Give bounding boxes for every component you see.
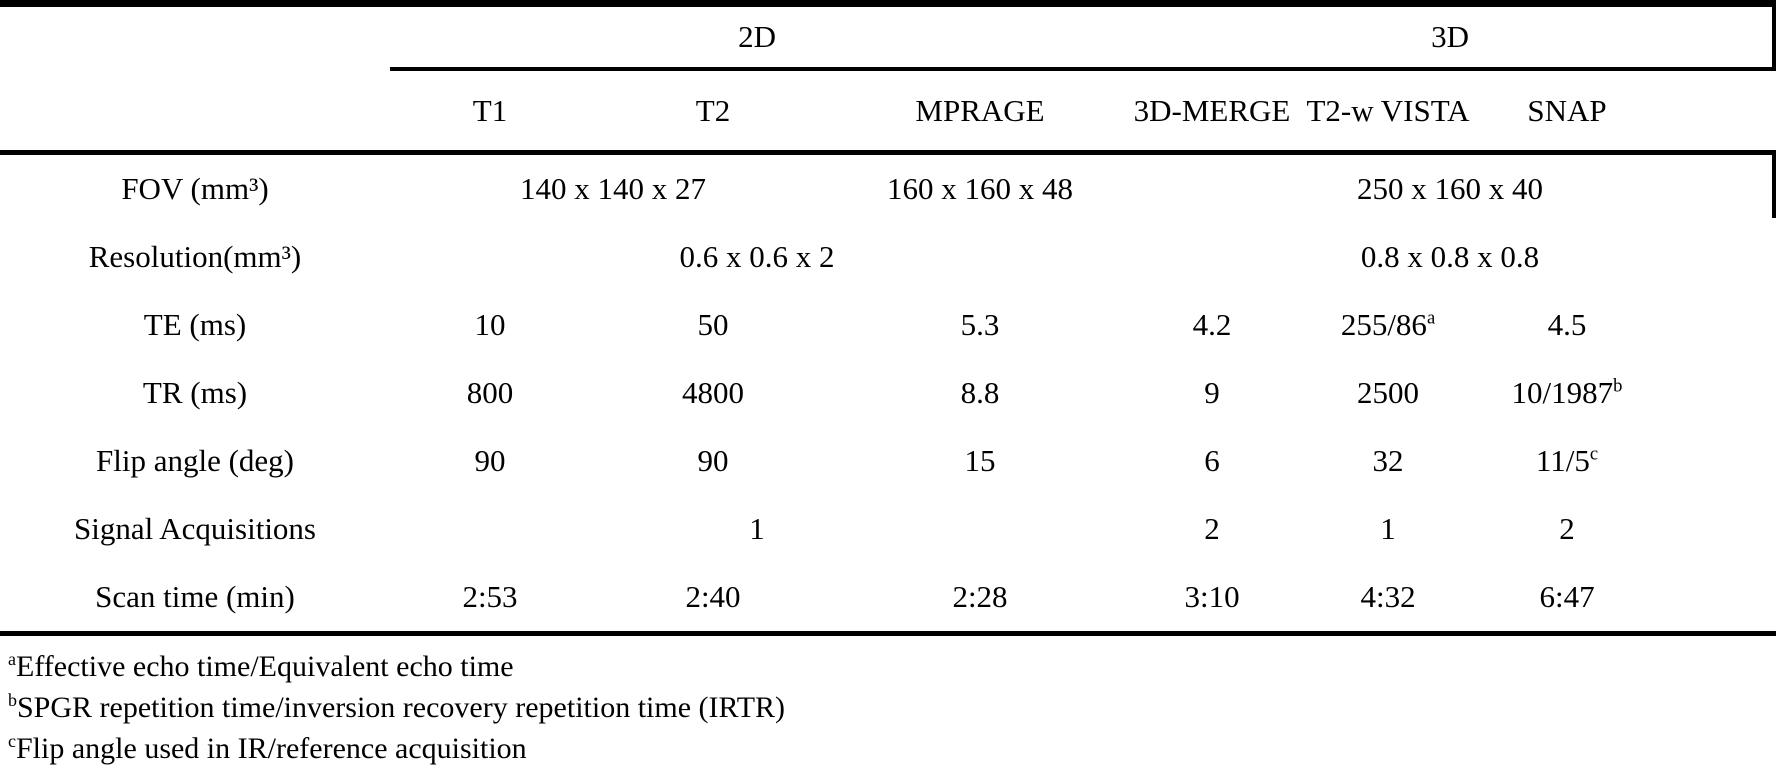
footnote-marker-c: c	[1589, 443, 1599, 465]
group-header-2d: 2D	[390, 0, 1125, 71]
table-right-border-fragment	[1772, 4, 1776, 68]
column-header-t2w-vista: T2-w VISTA	[1300, 69, 1477, 155]
table-cell: 2	[1559, 511, 1575, 546]
column-header-snap: SNAP	[1476, 69, 1659, 155]
table-cell-spacer	[1658, 359, 1776, 427]
footnote-a-text: Effective echo time/Equivalent echo time	[16, 650, 514, 683]
footnote-marker-a: a	[1426, 307, 1436, 329]
row-label: Flip angle (deg)	[95, 443, 294, 478]
table-cell: 4800	[682, 375, 744, 410]
table-cell: 6:47	[1476, 563, 1659, 636]
table-cell: 160 x 160 x 48	[887, 171, 1073, 206]
table-cell-spacer	[1658, 427, 1776, 495]
table-cell-spacer	[1658, 495, 1776, 563]
table-cell: 90	[697, 443, 729, 478]
table-row-tr: TR (ms) 800 4800 8.8 9 2500 10/1987b	[0, 359, 1776, 427]
table-cell: 4.5	[1547, 307, 1587, 342]
table-cell: 0.6 x 0.6 x 2	[679, 239, 835, 274]
table-cell: 250 x 160 x 40	[1357, 171, 1544, 206]
table-cell: 1	[1380, 511, 1396, 546]
footnote-marker-b: b	[1613, 375, 1623, 397]
row-label: Signal Acquisitions	[74, 511, 316, 546]
group-header-row: 2D 3D	[0, 0, 1776, 71]
row-label: TR (ms)	[142, 375, 248, 410]
table-row-flip-angle: Flip angle (deg) 90 90 15 6 32 11/5c	[0, 427, 1776, 495]
column-header-spacer	[0, 69, 390, 155]
table-footnotes: aEffective echo time/Equivalent echo tim…	[0, 636, 1776, 769]
table-row-signal-acquisitions: Signal Acquisitions 1 2 1 2	[0, 495, 1776, 563]
table-cell: 8.8	[960, 375, 1000, 410]
group-header-spacer	[0, 0, 390, 69]
column-header-3d-merge: 3D-MERGE	[1124, 69, 1301, 155]
table-cell-spacer	[1658, 291, 1776, 359]
table-right-border-fragment	[1772, 150, 1776, 218]
table-cell: 9	[1204, 375, 1220, 410]
column-header-mprage: MPRAGE	[836, 69, 1125, 155]
table-cell: 2:28	[836, 563, 1125, 636]
table-row-fov: FOV (mm³) 140 x 140 x 27 160 x 160 x 48 …	[0, 153, 1776, 224]
footnote-b-text: SPGR repetition time/inversion recovery …	[17, 691, 786, 724]
mri-parameters-table: 2D 3D T1 T2 MPRAGE 3D-MERGE T2-w VISTA S…	[0, 0, 1776, 636]
table-cell: 0.8 x 0.8 x 0.8	[1360, 239, 1540, 274]
table-cell: 2:53	[390, 563, 590, 636]
table-cell: 4:32	[1300, 563, 1477, 636]
footnote-c: cFlip angle used in IR/reference acquisi…	[8, 728, 1776, 769]
footnote-a-marker: a	[8, 649, 16, 669]
row-label: Scan time (min)	[0, 563, 390, 636]
column-header-t2: T2	[590, 69, 836, 155]
table-cell-spacer	[1658, 563, 1776, 636]
footnote-c-marker: c	[8, 731, 16, 751]
table-cell: 2500	[1357, 375, 1420, 410]
table-cell: 140 x 140 x 27	[520, 171, 706, 206]
table-cell: 3:10	[1124, 563, 1301, 636]
row-label: TE (ms)	[143, 307, 247, 342]
table-cell: 800	[466, 375, 514, 410]
table-cell: 15	[964, 443, 996, 478]
column-header-row: T1 T2 MPRAGE 3D-MERGE T2-w VISTA SNAP	[0, 69, 1776, 155]
group-header-3d: 3D	[1124, 0, 1776, 71]
table-cell: 10/1987b	[1511, 375, 1623, 410]
table-cell: 90	[474, 443, 506, 478]
table-cell: 11/5c	[1535, 443, 1599, 478]
table-row-scan-time: Scan time (min) 2:53 2:40 2:28 3:10 4:32…	[0, 563, 1776, 636]
table-cell: 4.2	[1192, 307, 1232, 342]
footnote-c-text: Flip angle used in IR/reference acquisit…	[16, 732, 527, 765]
footnote-b-marker: b	[8, 690, 17, 710]
table-cell: 255/86a	[1340, 307, 1436, 342]
table-cell: 2:40	[590, 563, 836, 636]
footnote-a: aEffective echo time/Equivalent echo tim…	[8, 646, 1776, 687]
row-label: Resolution(mm³)	[88, 239, 302, 274]
column-header-t1: T1	[390, 69, 590, 155]
table-cell: 5.3	[960, 307, 1000, 342]
column-header-edge-spacer	[1658, 69, 1776, 155]
table-cell: 10	[474, 307, 506, 342]
footnote-b: bSPGR repetition time/inversion recovery…	[8, 687, 1776, 728]
table-cell: 1	[749, 511, 765, 546]
table-row-te: TE (ms) 10 50 5.3 4.2 255/86a 4.5	[0, 291, 1776, 359]
table-row-resolution: Resolution(mm³) 0.6 x 0.6 x 2 0.8 x 0.8 …	[0, 223, 1776, 291]
table-cell: 2	[1204, 511, 1220, 546]
table-cell: 6	[1204, 443, 1220, 478]
table-cell: 32	[1372, 443, 1404, 478]
table-cell: 50	[697, 307, 729, 342]
row-label: FOV (mm³)	[121, 171, 269, 206]
